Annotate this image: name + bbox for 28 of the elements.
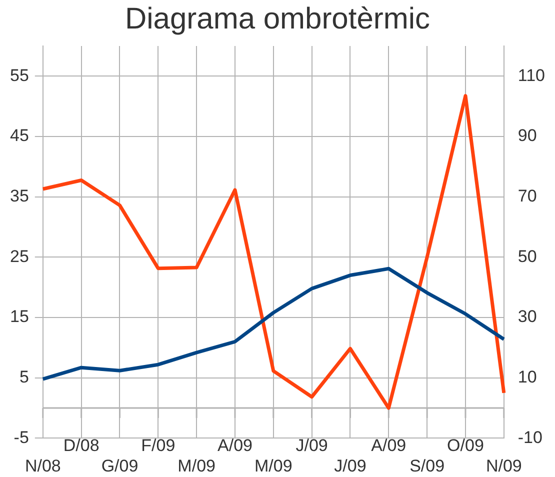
- y2-tick-label: 70: [518, 186, 537, 206]
- x-tick-label: S/09: [410, 456, 445, 476]
- x-tick-label: N/09: [486, 456, 522, 476]
- x-tick-label: N/08: [24, 456, 61, 476]
- x-tick-label: F/09: [141, 436, 176, 456]
- x-tick-label: M/09: [254, 456, 292, 476]
- x-tick-label: A/09: [217, 436, 252, 456]
- chart-title: Diagrama ombrotèrmic: [124, 2, 430, 36]
- x-tick-label: G/09: [101, 456, 138, 476]
- y-tick-label: -5: [14, 428, 29, 447]
- x-tick-label: M/09: [178, 456, 216, 476]
- x-tick-label: D/08: [63, 436, 100, 456]
- y2-tick-label: 110: [518, 66, 546, 85]
- y2-tick-label: 90: [518, 126, 537, 146]
- y-tick-label: 55: [10, 66, 29, 85]
- x-tick-label: O/09: [447, 436, 484, 456]
- x-tick-label: A/09: [371, 436, 406, 456]
- y-tick-label: 45: [10, 126, 29, 146]
- y-tick-label: 35: [10, 186, 29, 206]
- x-tick-label: J/09: [334, 456, 366, 476]
- y-tick-label: 25: [10, 246, 29, 266]
- y2-tick-label: -10: [518, 428, 542, 447]
- y2-tick-label: 30: [518, 307, 537, 326]
- x-tick-label: J/09: [296, 436, 328, 456]
- y-tick-label: 5: [19, 368, 29, 387]
- y2-tick-label: 50: [518, 246, 537, 266]
- y-tick-label: 15: [10, 307, 29, 326]
- y2-tick-label: 10: [518, 368, 537, 387]
